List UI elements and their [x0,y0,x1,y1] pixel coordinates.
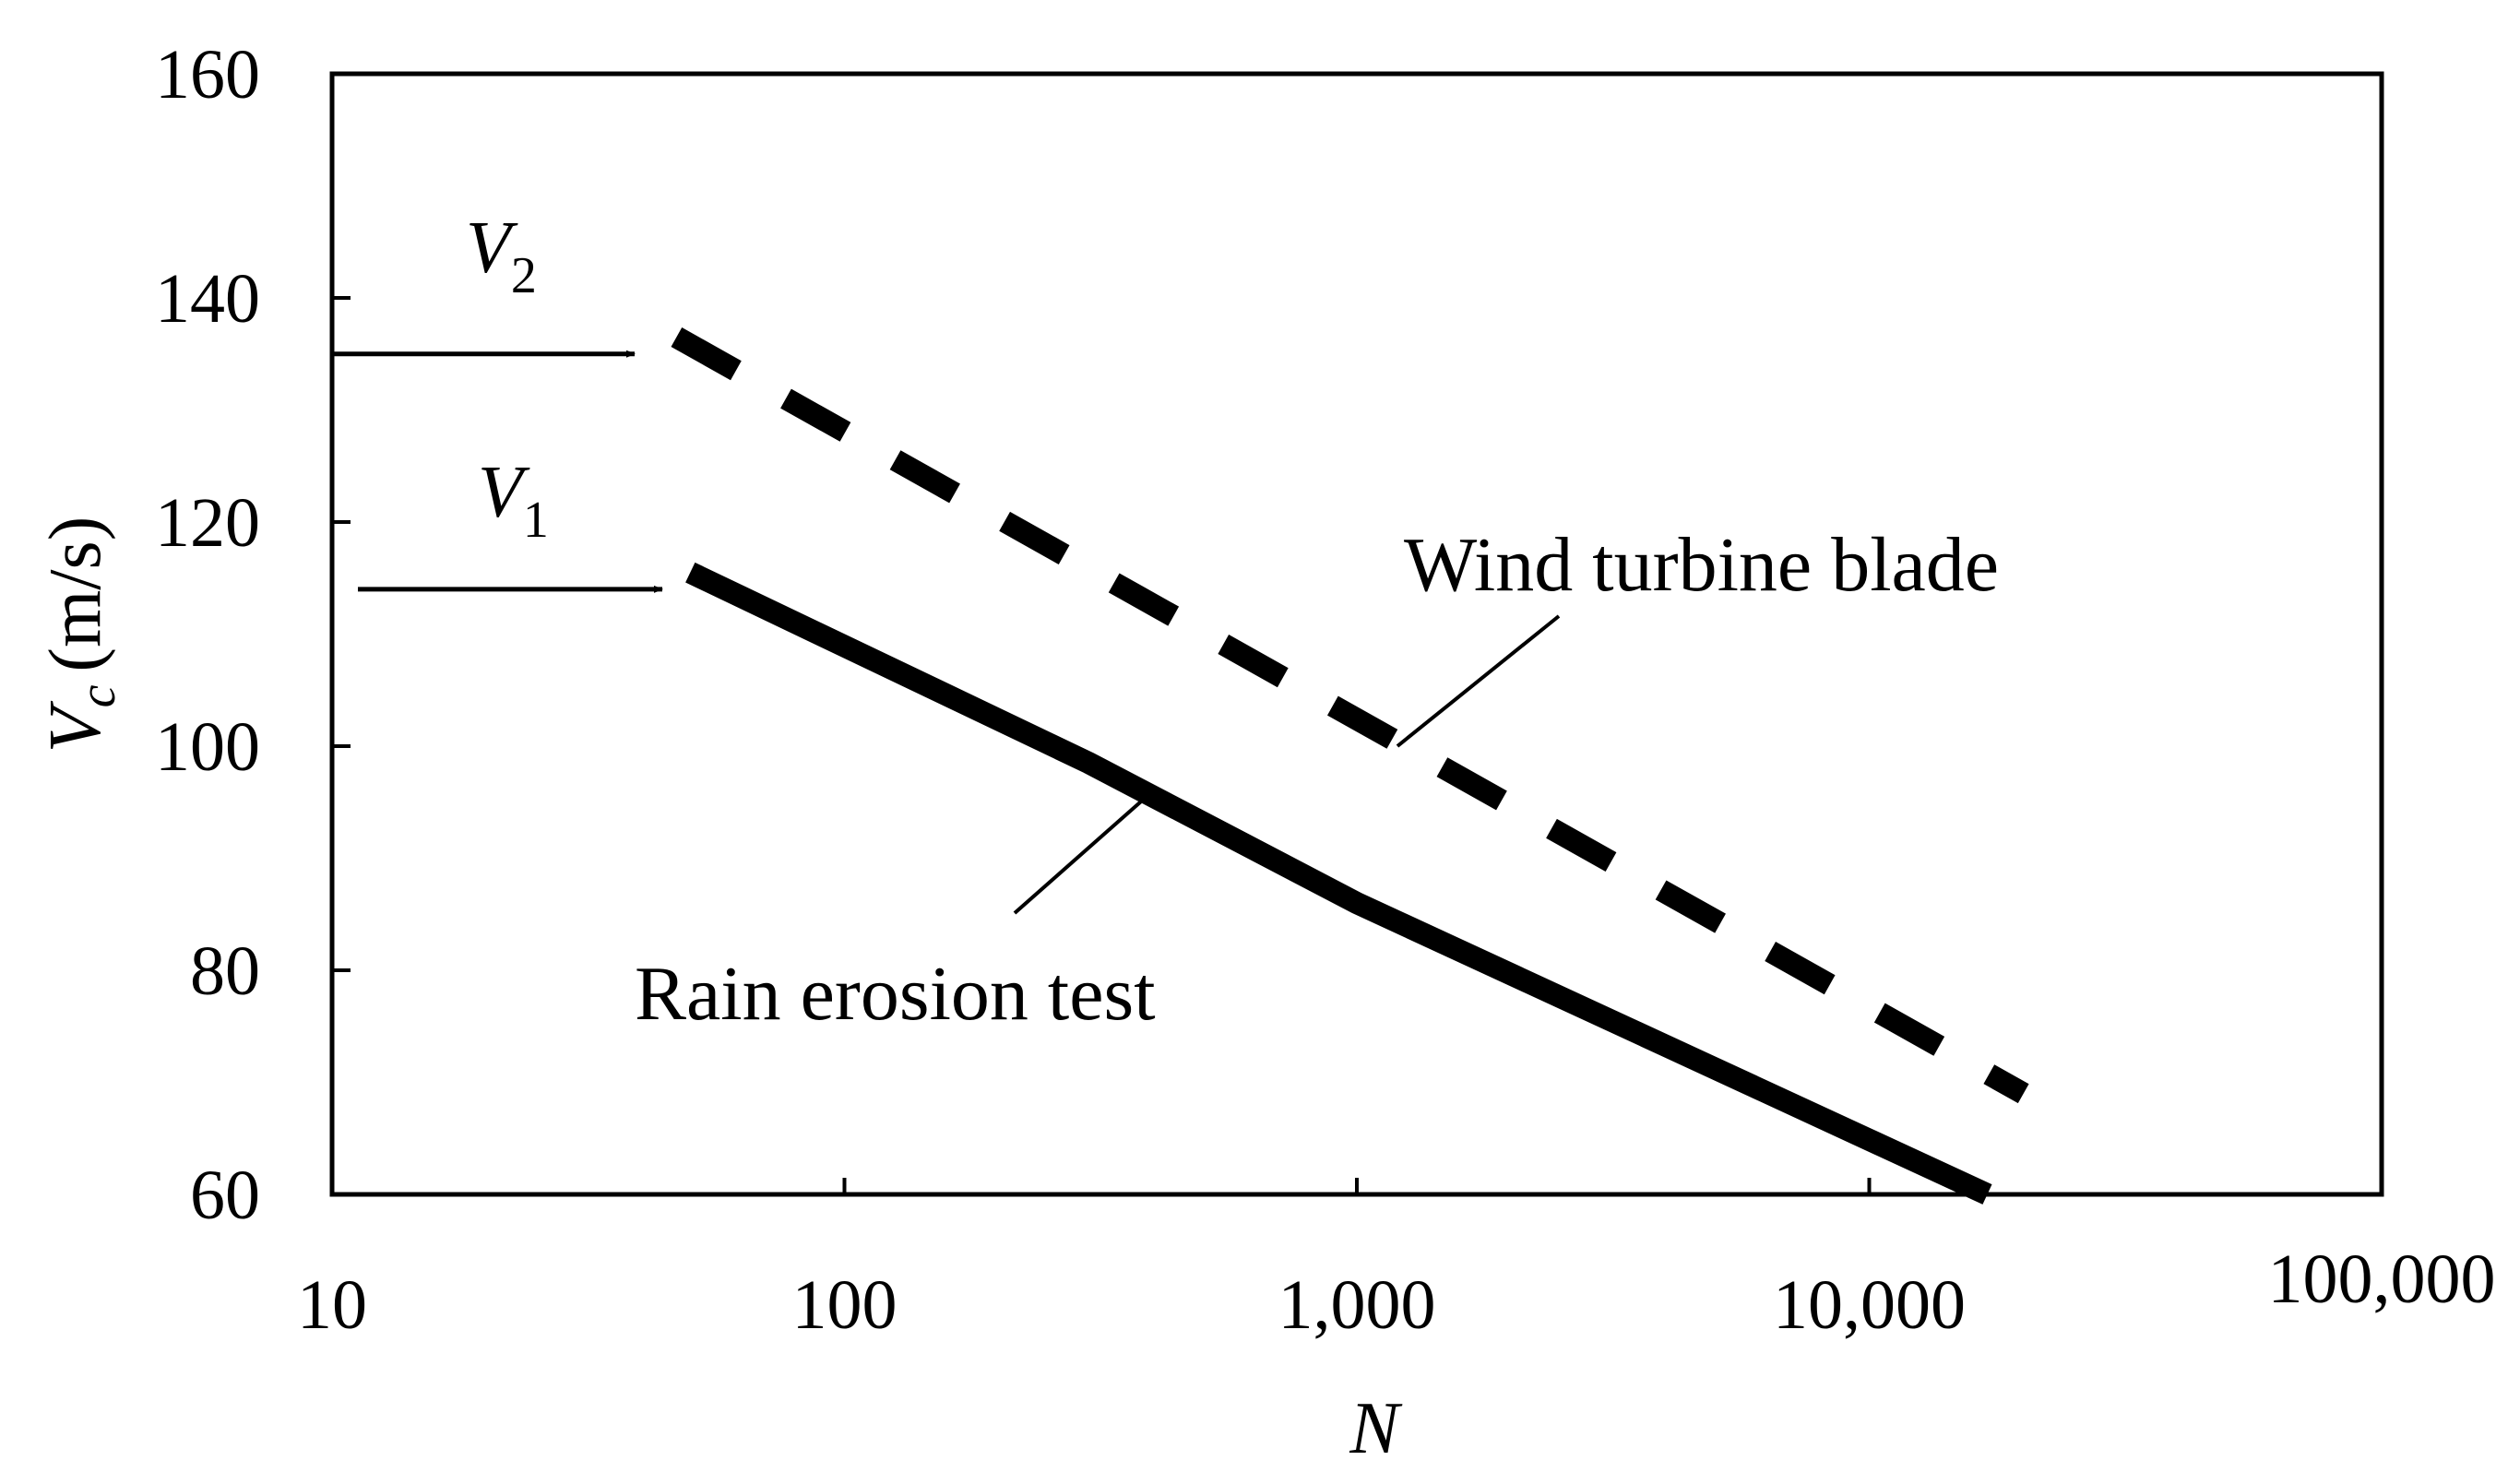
y-tick-label: 60 [190,1157,260,1234]
x-tick-label: 1,000 [1278,1266,1436,1344]
svg-text:Vc(m/s): Vc (m/s) [35,516,126,754]
x-tick-label: 10,000 [1773,1266,1966,1344]
label-v1-subscript: 1 [523,492,549,549]
y-tick-label: 140 [155,260,260,338]
annotation-wind: Wind turbine blade [1404,522,1999,608]
y-tick-label: 120 [155,484,260,562]
label-v1-symbol: V [478,452,530,533]
x-axis-title: N [1349,1388,1403,1469]
y-tick-label: 100 [155,708,260,786]
y-tick-label: 80 [190,932,260,1010]
x-tick-label: 100,000 [2268,1241,2496,1318]
y-axis-title: Vc (m/s) [35,516,126,754]
leader-line-rain [1013,789,1155,915]
x-axis-ticks: 10 100 1,000 10,000 100,000 [297,1178,2496,1344]
label-v2: V2 [466,208,537,304]
series-group [671,327,2029,1205]
y-axis-title-symbol: V [35,700,116,753]
series-line-wind-turbine-blade [671,327,2029,1104]
x-tick-label: 10 [297,1266,367,1344]
y-axis-ticks: 60 80 100 120 140 160 [155,36,351,1234]
series-line-rain-erosion-test [685,562,1992,1205]
annotation-group: Wind turbine blade Rain erosion test [635,522,1999,1037]
y-tick-label: 160 [155,36,260,113]
leader-line-wind [1396,614,1561,748]
label-v2-subscript: 2 [511,247,537,304]
y-axis-title-unit: (m/s) [35,516,116,672]
y-axis-title-subscript: c [69,684,126,707]
x-tick-label: 100 [792,1266,897,1344]
annotation-rain: Rain erosion test [635,951,1156,1037]
label-v1: V1 [478,452,549,549]
label-v2-symbol: V [466,208,518,289]
